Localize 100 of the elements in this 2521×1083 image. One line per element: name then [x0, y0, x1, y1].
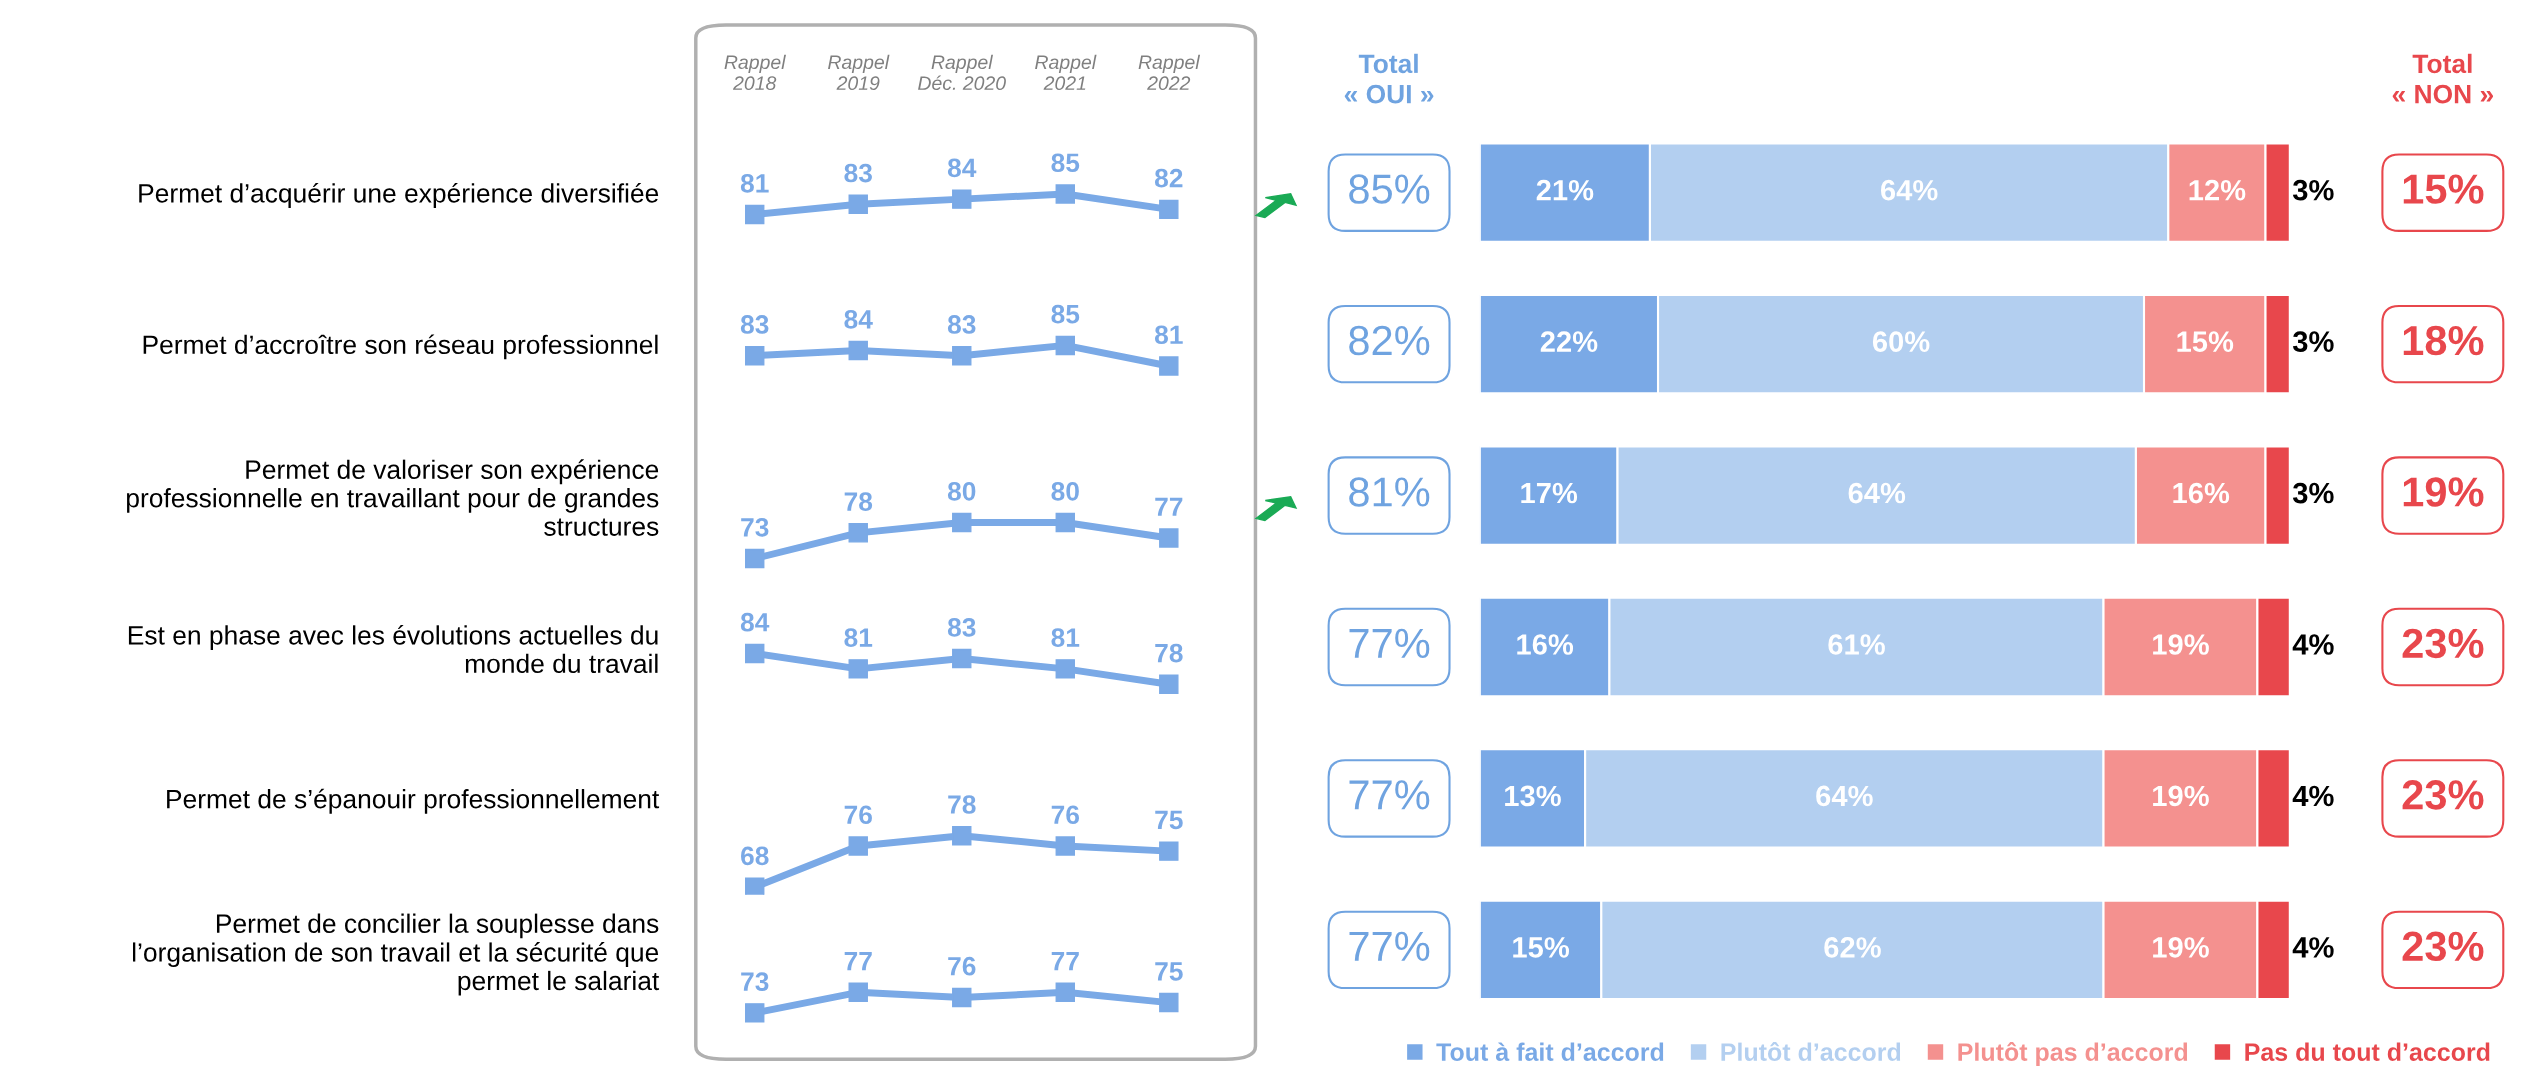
x-tick-label: Rappel 2019: [828, 54, 890, 91]
text: 19%: [2403, 477, 2484, 507]
data-label: 4%: [2292, 634, 2334, 655]
data-label: 61%: [1828, 634, 1885, 655]
data-label: 16%: [2173, 482, 2230, 504]
data-label: 83: [947, 315, 976, 334]
data-label: 15%: [1513, 937, 1569, 958]
y-tick-label: Permet de concilier la souplesse dans l’organisation de son travail et la sécurité que permet le salariat: [132, 913, 660, 996]
data-label: 73: [741, 517, 769, 537]
point: [952, 345, 972, 366]
text: 15%: [2403, 174, 2484, 204]
x-tick-label: Rappel Déc. 2020: [918, 54, 1006, 91]
data-label: 21%: [1536, 179, 1594, 201]
text: 85%: [1349, 174, 1430, 204]
data-label: 81: [1051, 628, 1080, 647]
data-label: 84: [740, 612, 770, 632]
point: [952, 512, 972, 533]
data-label: 78: [1155, 643, 1183, 663]
legend-label: Plutôt pas d’accord: [1958, 1042, 2188, 1066]
data-label: 64%: [1848, 482, 1906, 504]
data-label: 16%: [1517, 634, 1574, 655]
data-label: 84: [947, 158, 977, 178]
data-label: 76: [1051, 805, 1080, 825]
data-label: 12%: [2189, 179, 2246, 201]
data-label: 78: [948, 795, 976, 814]
point: [1159, 674, 1179, 695]
data-label: 22%: [1540, 331, 1598, 352]
data-label: 75: [1155, 962, 1183, 981]
point: [1055, 184, 1076, 204]
data-label: 17%: [1521, 482, 1578, 504]
data-label: 81: [1154, 325, 1183, 345]
point: [848, 194, 868, 214]
text: 23%: [2402, 628, 2484, 659]
point: [1055, 982, 1076, 1003]
legend-label: Pas du tout d’accord: [2245, 1042, 2490, 1061]
data-label: 64%: [1881, 179, 1938, 201]
data-label: 19%: [2153, 937, 2209, 958]
text: 77%: [1349, 628, 1430, 659]
legend-label: Plutôt d’accord: [1721, 1042, 1901, 1061]
data-label: 81: [844, 628, 873, 647]
data-label: 84: [844, 309, 873, 329]
data-label: 75: [1155, 810, 1183, 830]
point: [744, 345, 765, 366]
text: 77%: [1349, 780, 1430, 810]
y-tick-label: Permet de valoriser son expérience professionnelle en travaillant pour de grandes structures: [127, 459, 659, 536]
point: [744, 548, 765, 569]
point: [1055, 659, 1076, 679]
data-label: 76: [844, 805, 872, 825]
data-label: 81: [740, 173, 769, 193]
data-label: 83: [947, 618, 976, 637]
point: [1159, 356, 1179, 376]
point: [744, 643, 765, 664]
data-label: 80: [947, 481, 976, 501]
point: [744, 204, 765, 225]
legend-label: Tout à fait d’accord: [1436, 1042, 1664, 1061]
point: [1159, 992, 1179, 1013]
data-label: 78: [844, 492, 873, 511]
point: [952, 189, 972, 209]
point: [848, 523, 868, 543]
data-label: 60%: [1872, 331, 1930, 352]
x-tick-label: Rappel 2022: [1138, 54, 1201, 91]
point: [1159, 528, 1179, 548]
data-label: 3%: [2292, 482, 2334, 504]
data-label: 19%: [2153, 785, 2209, 807]
x-tick-label: Rappel 2021: [1035, 54, 1097, 91]
data-label: 76: [948, 956, 976, 976]
point: [848, 836, 868, 856]
y-tick-label: Permet d’accroître son réseau professionnel: [143, 334, 658, 360]
data-label: 3%: [2292, 331, 2334, 352]
point: [1055, 512, 1076, 533]
y-tick-label: Est en phase avec les évolutions actuelles du monde du travail: [128, 624, 658, 674]
point: [1055, 335, 1076, 356]
data-label: 82: [1154, 168, 1183, 188]
point: [848, 982, 868, 1003]
data-label: 62%: [1824, 937, 1881, 958]
text: 82%: [1349, 325, 1430, 356]
text: 23%: [2402, 931, 2484, 962]
point: [1159, 199, 1179, 220]
data-label: 64%: [1816, 785, 1873, 807]
text: Total « OUI »: [1344, 53, 1434, 104]
data-label: 77: [844, 952, 872, 971]
data-label: 77: [1155, 497, 1183, 516]
data-label: 15%: [2177, 331, 2234, 352]
point: [952, 987, 972, 1008]
data-label: 19%: [2153, 634, 2209, 655]
data-label: 68: [741, 846, 769, 866]
text: 81%: [1349, 477, 1430, 507]
point: [952, 825, 972, 846]
point: [1159, 841, 1179, 861]
y-tick-label: Permet d’acquérir une expérience diversifiée: [139, 182, 659, 208]
data-label: 4%: [2292, 937, 2334, 958]
data-label: 77: [1051, 952, 1079, 971]
text: 77%: [1349, 931, 1430, 961]
data-label: 4%: [2292, 785, 2334, 807]
data-label: 13%: [1505, 785, 1561, 807]
x-tick-label: Rappel 2018: [724, 54, 786, 91]
point: [848, 340, 868, 361]
data-label: 80: [1051, 481, 1079, 501]
data-label: 3%: [2292, 179, 2334, 201]
text: Total « NON »: [2392, 53, 2494, 104]
